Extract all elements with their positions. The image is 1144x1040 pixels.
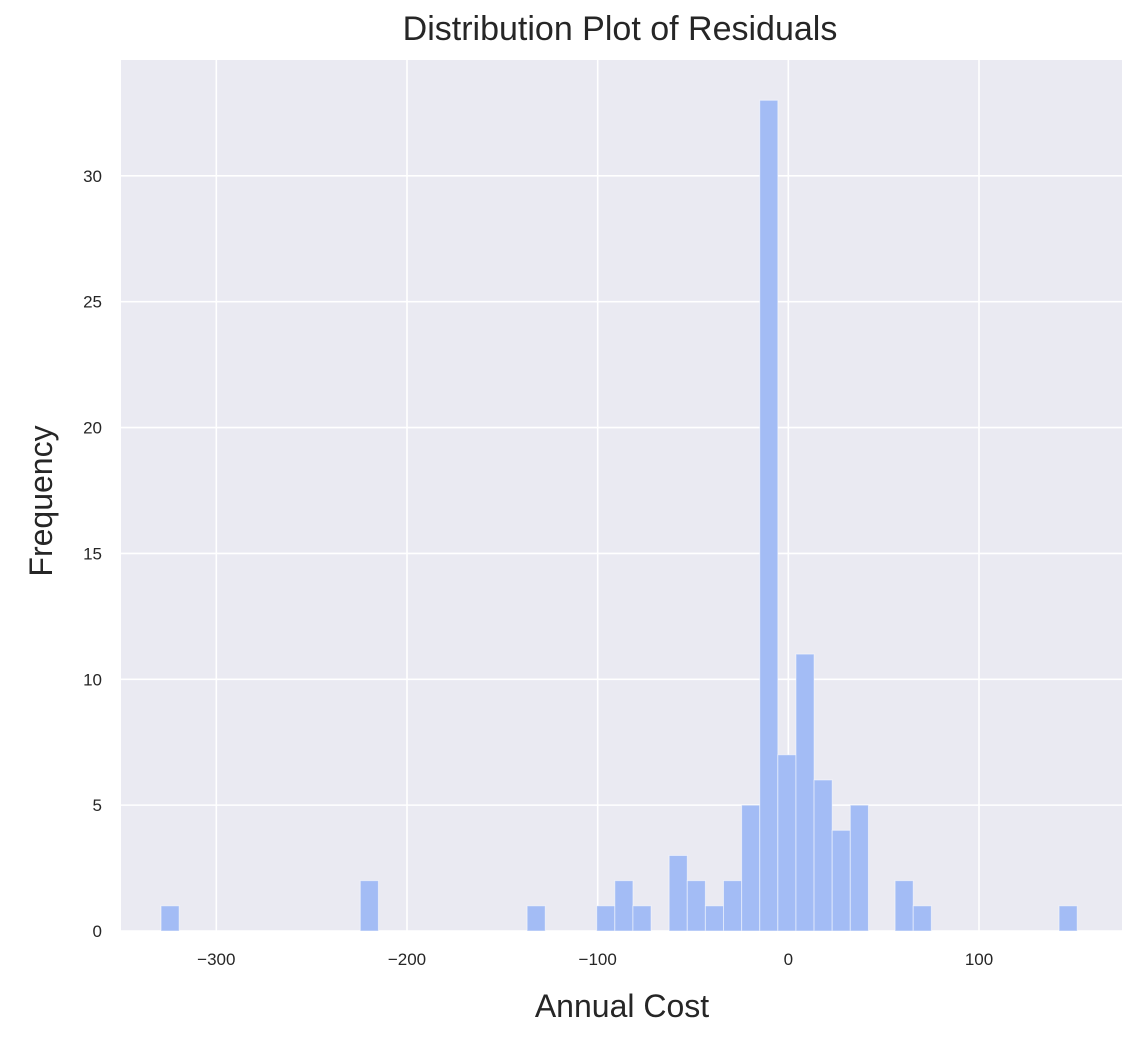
histogram-bar: [849, 804, 869, 932]
x-tick-label: −100: [579, 950, 617, 969]
histogram-bar: [741, 804, 761, 932]
x-tick-label: −300: [197, 950, 235, 969]
y-tick-label: 0: [93, 922, 102, 941]
histogram-bar: [632, 905, 652, 932]
chart-title: Distribution Plot of Residuals: [403, 10, 838, 48]
histogram-bar: [795, 653, 815, 932]
histogram-bar: [668, 854, 688, 932]
histogram-bar: [777, 754, 797, 932]
histogram-bar: [894, 880, 914, 932]
y-tick-label: 30: [83, 167, 102, 186]
y-tick-label: 5: [93, 796, 102, 815]
x-axis-ticks: −300 −200 −100 0 100: [197, 950, 993, 969]
histogram-bar: [912, 905, 932, 932]
histogram-bar: [704, 905, 725, 932]
histogram-bar: [723, 880, 743, 932]
y-tick-label: 25: [83, 293, 102, 312]
x-tick-label: 100: [965, 950, 993, 969]
x-tick-label: −200: [388, 950, 426, 969]
y-axis-label: Frequency: [23, 425, 59, 576]
histogram-bars: [160, 99, 1078, 932]
histogram-bar: [160, 905, 180, 932]
histogram-bar: [359, 880, 379, 932]
histogram-bar: [596, 905, 616, 932]
plot-background: [121, 60, 1122, 931]
histogram-bar: [526, 905, 546, 932]
y-axis-ticks: 0 5 10 15 20 25 30: [83, 167, 102, 941]
histogram-bar: [686, 880, 706, 932]
histogram-bar: [831, 829, 851, 932]
x-tick-label: 0: [784, 950, 793, 969]
y-tick-label: 15: [83, 544, 102, 563]
x-axis-label: Annual Cost: [535, 988, 709, 1024]
histogram-bar: [813, 779, 833, 932]
y-tick-label: 20: [83, 419, 102, 438]
y-tick-label: 10: [83, 670, 102, 689]
histogram-bar: [1058, 905, 1078, 932]
histogram-bar: [759, 99, 779, 932]
histogram-bar: [614, 880, 634, 932]
